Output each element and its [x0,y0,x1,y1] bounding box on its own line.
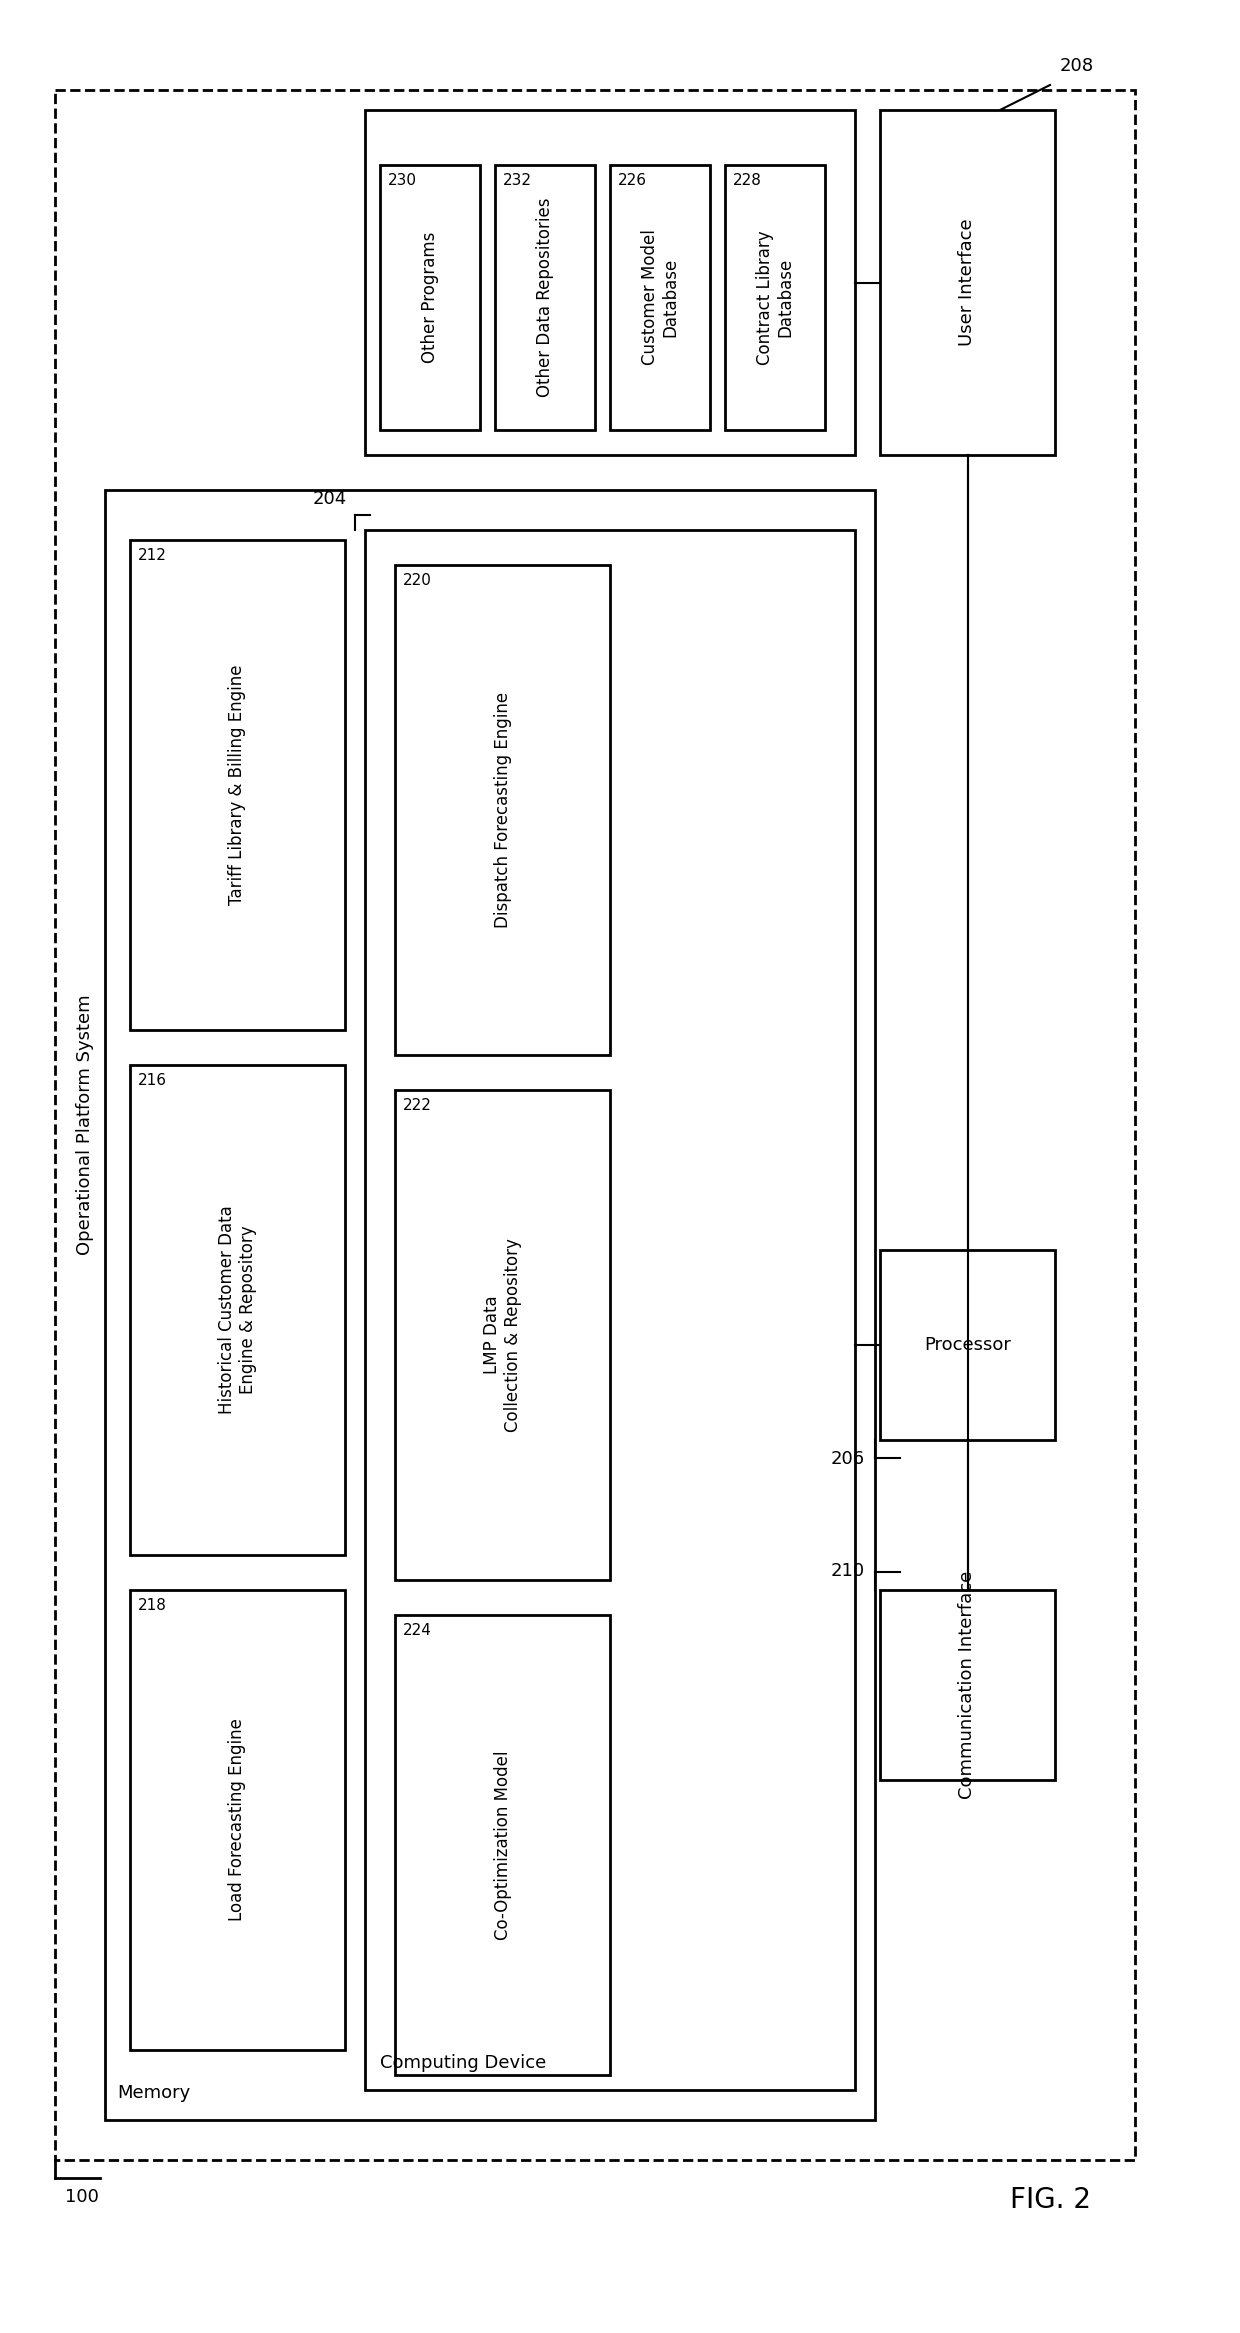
Text: 218: 218 [138,1598,167,1612]
Bar [880,1250,1055,1439]
Text: 220: 220 [403,574,432,588]
Bar [105,490,875,2121]
Text: 208: 208 [1060,56,1094,75]
Text: Dispatch Forecasting Engine: Dispatch Forecasting Engine [494,693,511,929]
Text: 228: 228 [733,173,761,189]
Text: 230: 230 [388,173,417,189]
Text: 232: 232 [503,173,532,189]
Bar [365,110,856,455]
Text: Contract Library
Database: Contract Library Database [755,231,795,364]
Text: Other Programs: Other Programs [422,231,439,364]
Bar [396,1614,610,2074]
Text: 222: 222 [403,1099,432,1113]
Text: Co-Optimization Model: Co-Optimization Model [494,1750,511,1939]
Text: Tariff Library & Billing Engine: Tariff Library & Billing Engine [228,665,247,905]
Text: Computing Device: Computing Device [379,2053,547,2072]
Bar [495,166,595,429]
Text: FIG. 2: FIG. 2 [1009,2186,1090,2214]
Text: Processor: Processor [924,1337,1011,1353]
Text: Load Forecasting Engine: Load Forecasting Engine [228,1719,247,1922]
Text: Historical Customer Data
Engine & Repository: Historical Customer Data Engine & Reposi… [218,1206,257,1414]
Bar [379,166,480,429]
Bar [130,1064,345,1556]
Text: Memory: Memory [117,2083,190,2102]
Bar [610,166,711,429]
Text: LMP Data
Collection & Repository: LMP Data Collection & Repository [484,1239,522,1432]
Text: Operational Platform System: Operational Platform System [76,994,94,1255]
Bar [880,1591,1055,1780]
Text: 212: 212 [138,548,167,562]
Text: Customer Model
Database: Customer Model Database [641,229,680,366]
Bar [396,565,610,1055]
Bar [55,91,1135,2160]
Text: Communication Interface: Communication Interface [959,1570,977,1799]
Text: User Interface: User Interface [959,219,977,345]
Text: 226: 226 [618,173,647,189]
Bar [880,110,1055,455]
Text: 224: 224 [403,1624,432,1638]
Text: 204: 204 [312,490,347,509]
Bar [725,166,825,429]
Text: 216: 216 [138,1073,167,1087]
Text: 100: 100 [64,2188,99,2207]
Text: Other Data Repositories: Other Data Repositories [536,198,554,397]
Bar [396,1090,610,1579]
Bar [365,530,856,2090]
Text: 210: 210 [831,1563,866,1579]
Bar [130,539,345,1029]
Bar [130,1591,345,2051]
Text: 206: 206 [831,1451,866,1467]
